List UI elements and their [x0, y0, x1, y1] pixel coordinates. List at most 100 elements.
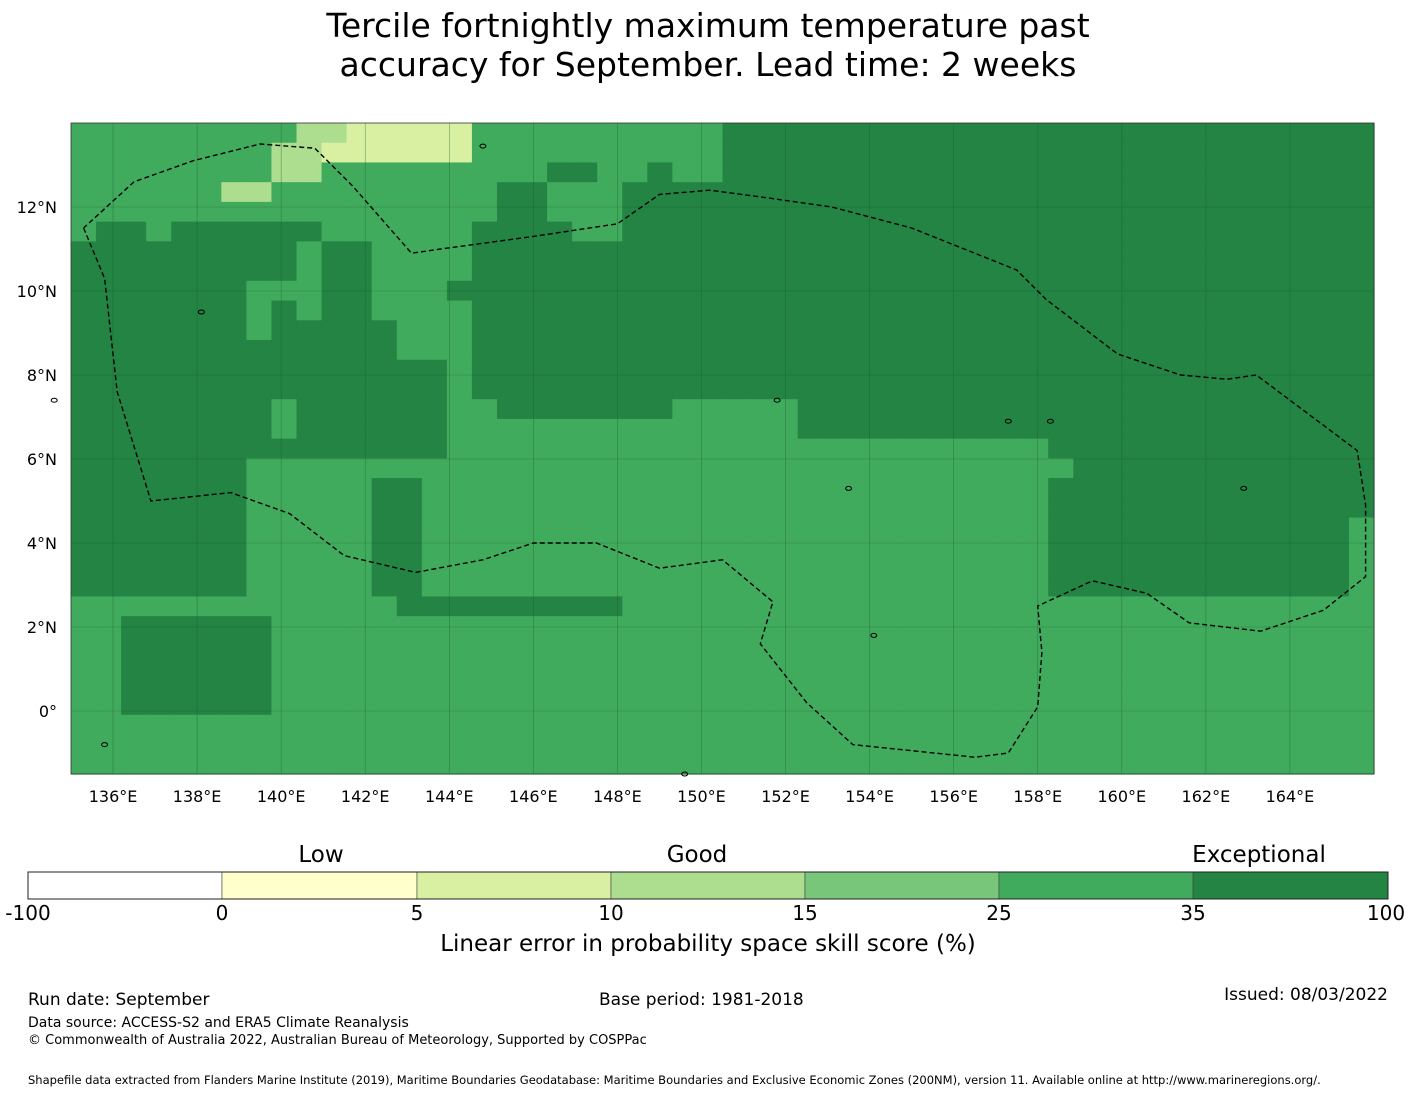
- grid-cell: [522, 162, 548, 183]
- grid-cell: [146, 359, 172, 381]
- grid-cell: [146, 182, 172, 203]
- island-outline: [773, 397, 781, 403]
- grid-cell: [1023, 379, 1049, 400]
- grid-cell: [747, 497, 774, 519]
- grid-cell: [1298, 655, 1325, 676]
- grid-cell: [1148, 438, 1175, 459]
- grid-cell: [522, 399, 548, 420]
- grid-cell: [371, 142, 398, 164]
- grid-cell: [1323, 221, 1350, 242]
- grid-cell: [396, 123, 423, 144]
- grid-cell: [672, 734, 699, 755]
- grid-cell: [1048, 379, 1074, 400]
- grid-cell: [446, 379, 473, 400]
- grid-cell: [998, 162, 1024, 183]
- grid-cell: [948, 576, 974, 598]
- grid-cell: [296, 596, 323, 617]
- grid-cell: [897, 596, 924, 617]
- grid-cell: [271, 399, 298, 420]
- grid-cell: [296, 241, 323, 262]
- grid-cell: [872, 734, 899, 755]
- grid-cell: [998, 340, 1024, 361]
- grid-cell: [1323, 695, 1350, 716]
- grid-cell: [96, 320, 122, 341]
- grid-cell: [1123, 458, 1150, 479]
- grid-cell: [973, 182, 999, 203]
- grid-cell: [1198, 300, 1225, 321]
- grid-cell: [321, 320, 348, 341]
- grid-cell: [321, 399, 348, 420]
- grid-cell: [471, 655, 498, 676]
- lat-tick-label: 8°N: [27, 366, 57, 385]
- grid-cell: [847, 241, 874, 262]
- grid-cell: [998, 241, 1024, 262]
- grid-cell: [1073, 714, 1099, 736]
- grid-cell: [622, 635, 648, 657]
- grid-cell: [998, 734, 1024, 755]
- grid-cell: [171, 359, 197, 381]
- grid-cell: [1073, 635, 1099, 657]
- grid-cell: [922, 517, 949, 538]
- grid-cell: [522, 754, 548, 775]
- grid-cell: [697, 162, 724, 183]
- grid-cell: [1073, 123, 1099, 144]
- grid-cell: [371, 458, 398, 479]
- grid-cell: [847, 438, 874, 459]
- grid-cell: [121, 162, 147, 183]
- grid-cell: [371, 340, 398, 361]
- grid-cell: [446, 655, 473, 676]
- grid-cell: [722, 714, 749, 736]
- lon-tick-label: 136°E: [89, 787, 138, 806]
- grid-cell: [948, 675, 974, 696]
- grid-cell: [421, 241, 448, 262]
- grid-cell: [672, 221, 699, 242]
- colorbar-tick: 15: [792, 901, 818, 925]
- grid-cell: [346, 418, 373, 440]
- grid-cell: [1223, 241, 1250, 262]
- grid-cell: [1173, 201, 1200, 223]
- grid-cell: [1173, 714, 1200, 736]
- grid-cell: [1173, 123, 1200, 144]
- grid-cell: [1348, 142, 1375, 164]
- grid-cell: [522, 557, 548, 578]
- grid-cell: [722, 162, 749, 183]
- grid-cell: [998, 123, 1024, 144]
- grid-cell: [1248, 182, 1275, 203]
- grid-cell: [572, 418, 598, 440]
- grid-cell: [922, 300, 949, 321]
- grid-cell: [1298, 123, 1325, 144]
- grid-cell: [246, 359, 273, 381]
- grid-cell: [847, 221, 874, 242]
- grid-cell: [1098, 635, 1125, 657]
- grid-cell: [1048, 497, 1074, 519]
- grid-cell: [421, 596, 448, 617]
- grid-cell: [96, 596, 122, 617]
- grid-cell: [1248, 320, 1275, 341]
- grid-cell: [1073, 655, 1099, 676]
- grid-cell: [246, 241, 273, 262]
- grid-cell: [1323, 458, 1350, 479]
- grid-cell: [296, 300, 323, 321]
- grid-cell: [271, 754, 298, 775]
- grid-cell: [597, 241, 623, 262]
- grid-cell: [722, 261, 749, 282]
- grid-cell: [1123, 300, 1150, 321]
- grid-cell: [973, 379, 999, 400]
- grid-cell: [1073, 142, 1099, 164]
- grid-cell: [1198, 557, 1225, 578]
- grid-cell: [1273, 616, 1300, 637]
- grid-cell: [121, 340, 147, 361]
- grid-cell: [547, 695, 573, 716]
- grid-cell: [121, 537, 147, 558]
- grid-cell: [822, 675, 849, 696]
- grid-cell: [948, 399, 974, 420]
- grid-cell: [998, 201, 1024, 223]
- grid-cell: [1173, 596, 1200, 617]
- grid-cell: [547, 399, 573, 420]
- grid-cell: [522, 359, 548, 381]
- grid-cell: [121, 379, 147, 400]
- grid-cell: [396, 734, 423, 755]
- grid-cell: [973, 557, 999, 578]
- grid-cell: [1048, 201, 1074, 223]
